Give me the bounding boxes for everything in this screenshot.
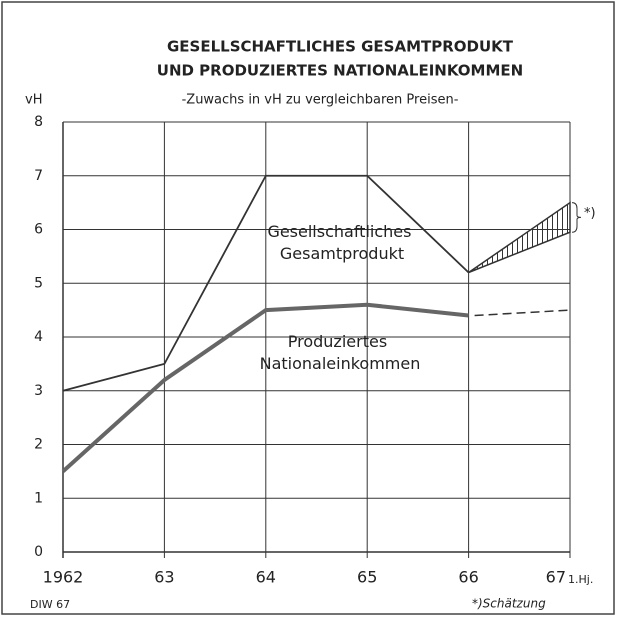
y-tick-label: 6 [34,222,43,238]
estimate-band [468,201,571,274]
source: DIW 67 [30,598,70,611]
y-axis-label: vH [25,93,42,108]
series-line [62,174,470,392]
footnote: *)Schätzung [472,597,546,611]
y-tick-label: 2 [34,437,43,453]
chart-title: GESELLSCHAFTLICHES GESAMTPRODUKT [167,38,514,56]
y-tick-label: 8 [34,114,43,130]
y-tick-label: 7 [34,168,43,184]
brace [571,202,582,233]
x-tick-label: 65 [357,568,377,587]
series-label: Produziertes Nationaleinkommen [260,332,421,373]
x-tick-label: 66 [458,568,478,587]
series-line [61,302,469,473]
chart-subtitle: -Zuwachs in vH zu vergleichbaren Preisen… [182,93,459,108]
estimate-marker: *) [584,206,596,221]
y-tick-label: 0 [34,544,43,560]
chart-title: UND PRODUZIERTES NATIONALEINKOMMEN [157,62,523,80]
y-tick-label: 1 [34,490,43,506]
series-label: Gesellschaftliches Gesamtprodukt [267,222,416,263]
y-tick-label: 5 [34,275,43,291]
y-tick-label: 4 [34,329,43,345]
estimate-line [474,309,571,317]
x-tick-label: 63 [154,568,174,587]
x-tick-label: 1962 [43,568,84,587]
period-note: 1.Hj. [568,573,593,586]
x-tick-label: 67 [546,568,566,587]
y-tick-label: 3 [34,383,43,399]
x-tick-label: 64 [256,568,276,587]
